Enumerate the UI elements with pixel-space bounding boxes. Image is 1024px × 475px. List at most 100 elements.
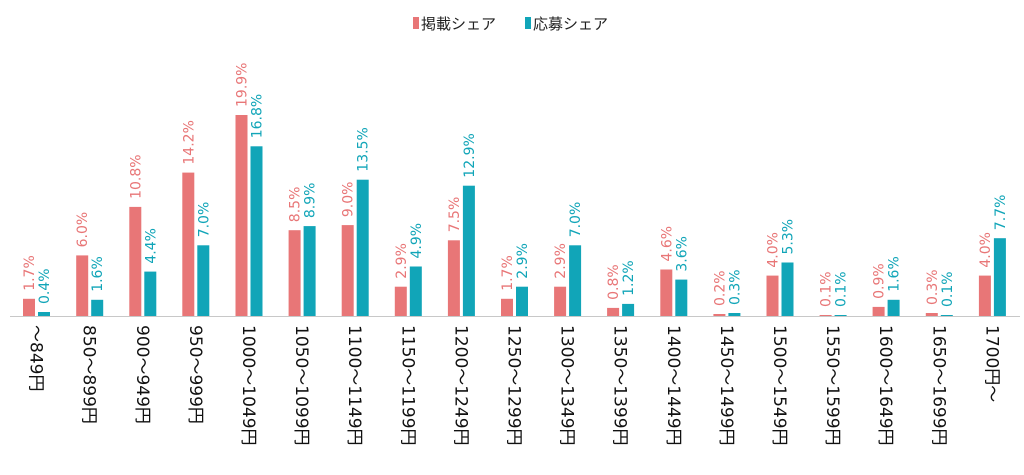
bar-series-0-2 [129,206,142,316]
data-label-series-1-4: 16.8% [250,94,266,138]
x-tick-label-2: 900～949円 [132,325,152,424]
data-label-series-1-7: 4.9% [409,223,425,259]
data-label-series-0-14: 4.0% [766,232,782,268]
bar-series-1-2 [144,271,157,316]
data-label-series-0-8: 7.5% [447,197,463,233]
bar-series-0-8 [447,240,460,317]
bar-series-1-12 [675,279,688,316]
data-label-series-1-5: 8.9% [303,183,319,219]
x-tick-label-4: 1000～1049円 [238,325,258,446]
data-label-series-1-8: 12.9% [462,133,478,177]
data-label-series-1-0: 0.4% [37,268,53,304]
data-label-series-1-6: 13.5% [356,127,372,171]
bar-series-1-18 [993,238,1006,316]
x-tick-label-5: 1050～1099円 [291,325,311,446]
bar-series-1-9 [516,286,528,316]
data-label-series-1-13: 0.3% [727,269,743,305]
legend-label-series-1: 応募シェア [533,15,608,33]
bar-series-1-3 [197,245,210,316]
bars-group [23,115,1006,317]
x-tick-label-11: 1350～1399円 [610,325,630,446]
bar-series-0-4 [235,115,248,316]
bar-series-0-17 [925,313,938,316]
legend-swatch-series-0 [413,17,419,29]
data-label-series-0-16: 0.9% [872,263,888,299]
data-label-series-0-4: 19.9% [235,63,251,107]
data-label-series-0-3: 14.2% [181,120,197,164]
data-label-series-1-16: 1.6% [887,256,903,292]
bar-series-1-11 [622,303,635,316]
bar-series-0-1 [76,255,89,316]
data-label-series-0-17: 0.3% [925,269,941,305]
x-tick-label-17: 1650～1699円 [928,325,948,446]
data-label-series-0-7: 2.9% [394,243,410,279]
x-tick-label-3: 950～999円 [185,325,205,424]
x-tick-label-15: 1550～1599円 [822,325,842,446]
x-tick-label-1: 850～899円 [79,325,99,424]
data-label-series-0-2: 10.8% [128,154,144,198]
data-label-series-0-15: 0.1% [819,271,835,307]
bar-series-0-10 [554,286,567,316]
data-label-series-1-17: 0.1% [940,271,956,307]
data-label-series-1-3: 7.0% [196,202,212,238]
bar-series-1-13 [728,313,741,316]
bar-series-1-1 [91,299,104,316]
data-label-series-0-1: 6.0% [75,212,91,248]
bar-series-1-6 [356,179,369,316]
bar-series-0-0 [23,298,35,316]
data-label-series-0-10: 2.9% [553,243,569,279]
x-tick-label-0: ～849円 [26,325,46,391]
data-label-series-1-10: 7.0% [568,202,584,238]
data-label-series-1-14: 5.3% [781,219,797,255]
data-label-series-1-12: 3.6% [674,236,690,272]
bar-series-0-6 [341,225,354,316]
bar-series-0-11 [607,307,620,316]
data-label-series-0-0: 1.7% [22,255,38,291]
bar-series-0-14 [766,275,779,316]
bar-series-0-5 [288,230,301,316]
x-tick-label-9: 1250～1299円 [504,325,524,446]
bar-series-1-5 [303,226,316,316]
data-label-series-1-18: 7.7% [993,195,1009,231]
x-tick-label-16: 1600～1649円 [875,325,895,446]
data-label-series-0-5: 8.5% [288,187,304,223]
data-label-series-0-18: 4.0% [978,232,994,268]
bar-series-1-16 [887,299,900,316]
data-label-series-0-12: 4.6% [659,226,675,262]
x-tick-label-13: 1450～1499円 [716,325,736,446]
data-label-series-0-6: 9.0% [341,182,357,218]
data-label-series-1-1: 1.6% [90,256,106,292]
bar-series-1-8 [462,185,475,316]
data-label-series-0-11: 0.8% [606,264,622,300]
x-tick-label-8: 1200～1249円 [450,325,470,446]
bar-series-0-7 [394,286,407,316]
bar-series-1-15 [834,315,847,316]
x-tick-label-10: 1300～1349円 [557,325,577,446]
x-tick-label-7: 1150～1199円 [397,325,417,446]
legend-swatch-series-1 [525,17,531,29]
x-tick-label-12: 1400～1449円 [663,325,683,446]
bar-series-1-0 [38,312,50,316]
bar-series-1-4 [250,146,263,316]
bar-series-0-16 [872,306,885,316]
bar-series-0-9 [501,298,513,316]
bar-series-1-7 [409,266,422,316]
data-label-series-0-13: 0.2% [712,270,728,306]
bar-series-0-13 [713,314,726,316]
legend-label-series-0: 掲載シェア [421,15,496,33]
x-tick-label-18: 1700円～ [981,325,1001,402]
x-tick-label-6: 1100～1149円 [344,325,364,446]
bar-series-0-3 [182,172,195,316]
bar-series-0-18 [978,275,991,316]
data-labels-group: 1.7% 0.4%6.0%1.6%10.8%4.4%14.2%7.0%19.9%1… [22,63,1009,307]
bar-series-0-15 [819,315,832,316]
legend: 掲載シェア 応募シェア [413,15,608,33]
x-tick-labels-group: ～849円 850～899円 900～949円 950～999円 1000～1049円 1… [26,325,1002,446]
data-label-series-1-9: 2.9% [515,243,531,279]
bar-series-1-17 [940,315,953,316]
data-label-series-1-2: 4.4% [143,228,159,264]
data-label-series-1-11: 1.2% [621,260,637,296]
bar-series-1-14 [781,262,794,316]
